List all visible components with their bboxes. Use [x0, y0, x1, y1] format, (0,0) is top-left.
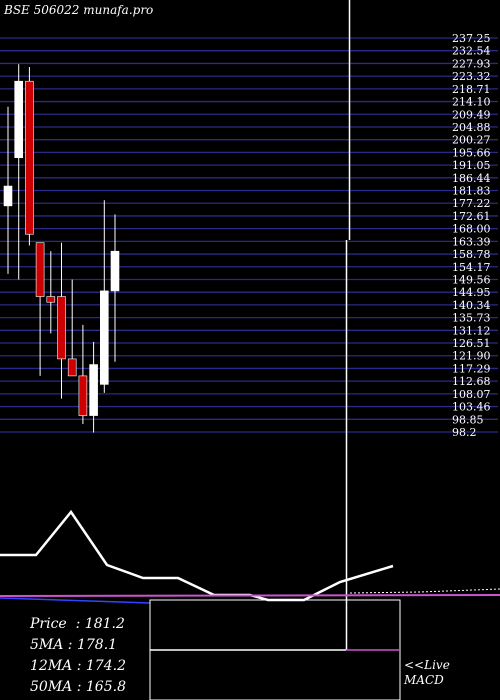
- candle-body: [14, 80, 23, 159]
- volume-line: [0, 509, 394, 602]
- macd-label: <<Live MACD: [404, 658, 450, 688]
- price-stat: Price : 181.2: [30, 616, 125, 632]
- tick-label: 209.49: [452, 108, 491, 121]
- ma12-value: 174.2: [85, 658, 126, 674]
- tick-label: 149.56: [452, 273, 491, 286]
- tick-label: 181.83: [452, 185, 491, 198]
- candle-body: [100, 290, 109, 385]
- price-grid: [0, 37, 498, 433]
- tick-label: 144.95: [452, 286, 491, 299]
- volume-panel: [0, 509, 500, 604]
- tick-label: 232.54: [452, 45, 491, 58]
- tick-label: 163.39: [452, 235, 491, 248]
- watermark: BSE 506022 munafa.pro: [3, 3, 153, 17]
- tick-label: 126.51: [452, 337, 491, 350]
- tick-label: 214.10: [452, 96, 491, 109]
- signal-line: [0, 594, 500, 597]
- tick-label: 237.25: [452, 32, 491, 45]
- ma50-value: 165.8: [85, 679, 126, 695]
- tick-label: 172.61: [452, 210, 491, 223]
- candle-body: [3, 185, 13, 207]
- ma12-label: 12MA: [30, 658, 73, 674]
- ma12-stat: 12MA : 174.2: [30, 658, 126, 674]
- y-axis-ticks: 237.25232.54227.93223.32218.71214.10209.…: [452, 32, 491, 439]
- ma50-label: 50MA: [30, 679, 73, 695]
- tick-label: 218.71: [452, 83, 491, 96]
- candle-body: [57, 296, 66, 360]
- candle-body: [78, 375, 88, 416]
- tick-label: 227.93: [452, 57, 491, 70]
- candle-body: [35, 242, 45, 297]
- tick-label: 135.73: [452, 312, 491, 325]
- tick-label: 121.90: [452, 350, 491, 363]
- tick-label: 98.2: [452, 426, 477, 439]
- macd-live-label: <<Live: [404, 658, 450, 672]
- candle-body: [89, 364, 98, 416]
- dotted-line: [349, 588, 500, 594]
- ma5-value: 178.1: [76, 637, 118, 653]
- tick-label: 158.78: [452, 248, 491, 261]
- candle-body: [110, 250, 120, 292]
- ma50-stat: 50MA : 165.8: [30, 679, 126, 695]
- price-value: 181.2: [84, 616, 125, 632]
- ma5-label: 5MA: [30, 637, 64, 653]
- tick-label: 98.85: [452, 413, 484, 426]
- tick-label: 204.88: [452, 121, 491, 134]
- tick-label: 168.00: [452, 223, 491, 236]
- tick-label: 223.32: [452, 70, 491, 83]
- candlesticks: [3, 64, 120, 433]
- tick-label: 112.68: [452, 375, 491, 388]
- tick-label: 140.34: [452, 299, 491, 312]
- candle-body: [67, 358, 77, 377]
- macd-title: MACD: [404, 673, 444, 687]
- tick-label: 186.44: [452, 172, 491, 185]
- tick-label: 103.46: [452, 401, 491, 414]
- tick-label: 117.29: [452, 362, 491, 375]
- ma5-stat: 5MA : 178.1: [30, 637, 118, 653]
- tick-label: 108.07: [452, 388, 491, 401]
- stats-panel: Price : 181.2 5MA : 178.1 12MA : 174.2 5…: [30, 614, 126, 698]
- tick-label: 191.05: [452, 159, 491, 172]
- candle-body: [25, 80, 34, 235]
- blue-base-line: [0, 597, 151, 604]
- tick-label: 195.66: [452, 146, 491, 159]
- tick-label: 200.27: [452, 134, 491, 147]
- candle-body: [46, 296, 56, 303]
- tick-label: 131.12: [452, 324, 491, 337]
- price-label: Price: [30, 616, 67, 632]
- tick-label: 177.22: [452, 197, 491, 210]
- tick-label: 154.17: [452, 261, 491, 274]
